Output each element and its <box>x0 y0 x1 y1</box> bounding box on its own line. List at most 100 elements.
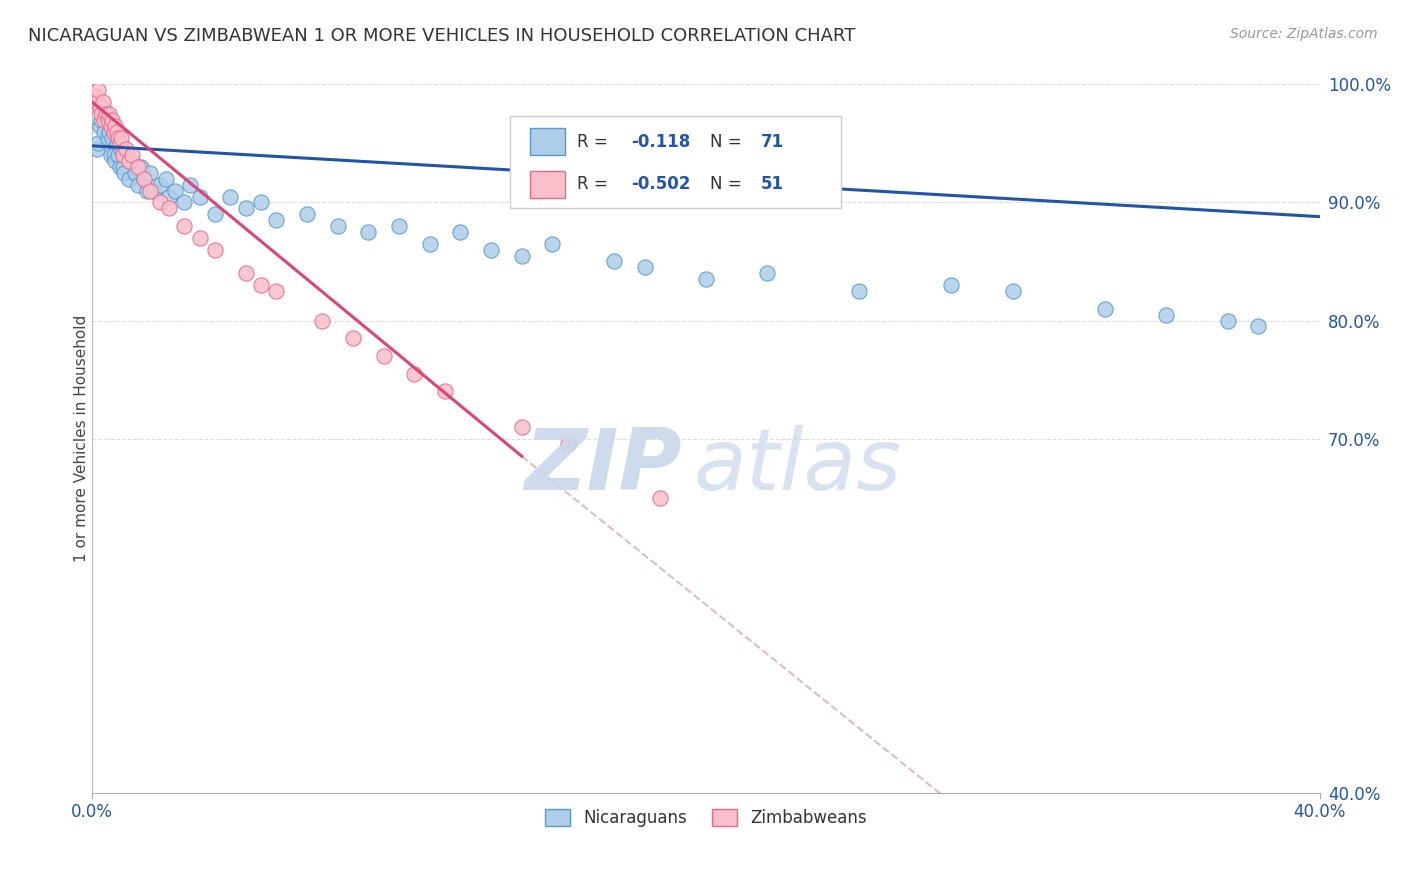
Point <box>96 130 118 145</box>
Point <box>1247 319 1270 334</box>
FancyBboxPatch shape <box>530 128 565 155</box>
Point <box>108 136 131 151</box>
Point <box>136 184 159 198</box>
Point <box>118 154 141 169</box>
Point <box>648 491 671 505</box>
Point <box>111 148 134 162</box>
Point <box>101 112 124 127</box>
Point <box>94 107 117 121</box>
Point <box>134 172 156 186</box>
Point <box>633 260 655 275</box>
Point <box>419 236 441 251</box>
FancyBboxPatch shape <box>509 116 841 209</box>
Point <box>235 266 257 280</box>
Point <box>235 202 257 216</box>
Point <box>404 367 426 381</box>
Point <box>1094 301 1116 316</box>
FancyBboxPatch shape <box>530 171 565 198</box>
Point <box>121 148 143 162</box>
Point <box>118 172 141 186</box>
Point <box>541 236 564 251</box>
Point <box>219 189 242 203</box>
Point <box>127 160 149 174</box>
Text: NICARAGUAN VS ZIMBABWEAN 1 OR MORE VEHICLES IN HOUSEHOLD CORRELATION CHART: NICARAGUAN VS ZIMBABWEAN 1 OR MORE VEHIC… <box>28 27 855 45</box>
Point <box>91 101 114 115</box>
Point <box>110 130 132 145</box>
Text: R =: R = <box>576 176 613 194</box>
Text: -0.502: -0.502 <box>631 176 690 194</box>
Y-axis label: 1 or more Vehicles in Household: 1 or more Vehicles in Household <box>73 315 89 562</box>
Point <box>449 225 471 239</box>
Point <box>603 254 626 268</box>
Point <box>756 266 779 280</box>
Point <box>111 160 134 174</box>
Point <box>157 189 180 203</box>
Point <box>90 107 112 121</box>
Point <box>250 278 273 293</box>
Point <box>86 95 108 110</box>
Point <box>373 349 395 363</box>
Point <box>557 437 579 451</box>
Point <box>149 195 172 210</box>
Point <box>105 136 128 151</box>
Point <box>115 148 138 162</box>
Point <box>90 112 112 127</box>
Point <box>155 172 177 186</box>
Point <box>250 195 273 210</box>
Text: N =: N = <box>710 176 747 194</box>
Point <box>357 225 380 239</box>
Point <box>188 231 211 245</box>
Point <box>101 130 124 145</box>
Point <box>204 207 226 221</box>
Text: N =: N = <box>710 133 747 151</box>
Point <box>388 219 411 233</box>
Point <box>91 95 114 110</box>
Point <box>311 313 333 327</box>
Point <box>188 189 211 203</box>
Point <box>103 125 125 139</box>
Text: ZIP: ZIP <box>524 425 682 508</box>
Point <box>115 142 138 156</box>
Point <box>112 166 135 180</box>
Point <box>173 219 195 233</box>
Point <box>105 125 128 139</box>
Legend: Nicaraguans, Zimbabweans: Nicaraguans, Zimbabweans <box>538 803 873 834</box>
Text: -0.118: -0.118 <box>631 133 690 151</box>
Text: 71: 71 <box>761 133 785 151</box>
Text: atlas: atlas <box>693 425 901 508</box>
Point <box>266 213 288 227</box>
Point <box>204 243 226 257</box>
Point <box>87 83 110 97</box>
Point <box>100 119 122 133</box>
Point <box>139 184 162 198</box>
Point <box>98 125 121 139</box>
Point <box>127 178 149 192</box>
Point <box>1154 308 1177 322</box>
Point <box>98 107 121 121</box>
Point <box>149 178 172 192</box>
Point <box>695 272 717 286</box>
Point <box>104 154 127 169</box>
Point <box>94 107 117 121</box>
Point <box>1001 284 1024 298</box>
Point <box>96 112 118 127</box>
Point <box>266 284 288 298</box>
Point <box>104 119 127 133</box>
Point <box>89 101 111 115</box>
Point <box>173 195 195 210</box>
Text: 51: 51 <box>761 176 785 194</box>
Point <box>103 148 125 162</box>
Point <box>121 154 143 169</box>
Point <box>510 249 533 263</box>
Point <box>124 166 146 180</box>
Point <box>107 148 129 162</box>
Point <box>179 178 201 192</box>
Point <box>1216 313 1239 327</box>
Point <box>129 160 152 174</box>
Text: Source: ZipAtlas.com: Source: ZipAtlas.com <box>1230 27 1378 41</box>
Point <box>93 125 115 139</box>
Point <box>86 142 108 156</box>
Point <box>84 89 107 103</box>
Point <box>434 384 457 399</box>
Point <box>108 160 131 174</box>
